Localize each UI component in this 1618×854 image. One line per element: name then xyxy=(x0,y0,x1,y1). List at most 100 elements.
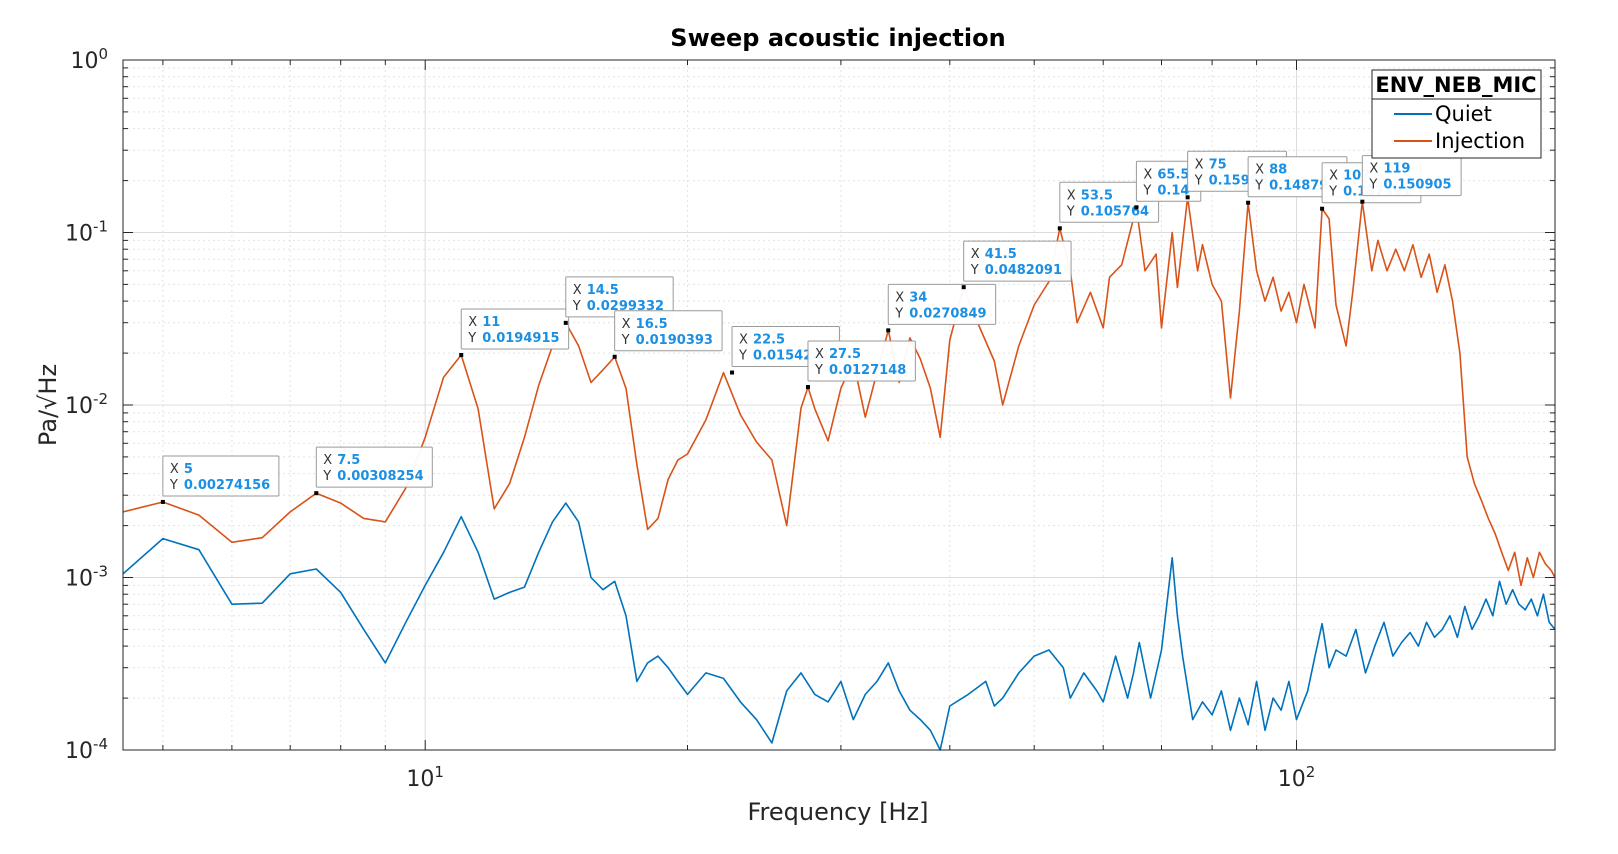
datatip-marker xyxy=(1360,199,1365,204)
datatip-x-label: X xyxy=(895,290,904,305)
datatip: X 53.5 Y 0.105764 xyxy=(1057,181,1160,231)
datatip-x-value: 7.5 xyxy=(337,453,360,468)
chart-title: Sweep acoustic injection xyxy=(670,24,1005,52)
datatip-y-value: 0.00308254 xyxy=(337,469,423,484)
datatip-y-value: 0.150905 xyxy=(1383,178,1451,193)
x-tick-label: 102 xyxy=(1278,763,1316,792)
datatip-x-value: 11 xyxy=(482,315,500,330)
datatip-marker xyxy=(1134,205,1139,210)
datatip-marker xyxy=(730,370,735,375)
datatip-y-label: Y xyxy=(572,299,581,314)
y-tick-label: 10-2 xyxy=(65,390,108,419)
datatip-marker xyxy=(563,320,568,325)
datatip: X 16.5 Y 0.0190393 xyxy=(612,310,723,359)
datatip-x-value: 75 xyxy=(1209,157,1227,172)
datatip-y-value: 0.0194915 xyxy=(482,331,559,346)
x-axis-label: Frequency [Hz] xyxy=(748,798,929,826)
datatip-y-value: 0.00274156 xyxy=(184,478,270,493)
datatip-x-label: X xyxy=(573,283,582,298)
datatip-x-label: X xyxy=(971,247,980,262)
datatip-x-label: X xyxy=(1195,157,1204,172)
datatip-x-label: X xyxy=(1255,163,1264,178)
datatip-x-value: 34 xyxy=(909,290,927,305)
datatip-x-value: 41.5 xyxy=(985,247,1017,262)
datatip-marker xyxy=(459,353,464,358)
datatip-x-label: X xyxy=(1329,169,1338,184)
datatip-y-value: 0.0190393 xyxy=(636,333,713,348)
datatip-x-label: X xyxy=(622,317,631,332)
datatip-marker xyxy=(1320,206,1325,211)
datatip-x-label: X xyxy=(739,333,748,348)
datatip-marker xyxy=(1185,195,1190,200)
datatip-x-value: 88 xyxy=(1269,163,1287,178)
datatip-y-value: 0.0299332 xyxy=(587,299,664,314)
datatip-marker xyxy=(1246,200,1251,205)
datatip-y-label: Y xyxy=(1368,178,1377,193)
y-tick-label: 10-4 xyxy=(65,735,108,764)
series-line-quiet xyxy=(122,502,1556,751)
datatip-box xyxy=(1059,181,1160,223)
y-tick-label: 10-1 xyxy=(65,218,108,247)
datatip-box xyxy=(162,455,280,497)
datatip: X 7.5 Y 0.00308254 xyxy=(314,446,433,496)
datatip-y-label: Y xyxy=(738,349,747,364)
datatip-y-value: 0.148791 xyxy=(1269,179,1337,194)
datatip-x-label: X xyxy=(1369,162,1378,177)
datatip-box xyxy=(807,340,916,382)
legend-label-injection: Injection xyxy=(1435,129,1525,153)
legend-label-quiet: Quiet xyxy=(1435,102,1492,126)
datatip-y-value: 0.14 xyxy=(1157,183,1189,198)
datatip-x-label: X xyxy=(815,347,824,362)
datatip: X 65.5 Y 0.14 xyxy=(1134,160,1202,210)
datatip-marker xyxy=(314,491,319,496)
datatip-y-label: Y xyxy=(467,331,476,346)
y-tick-labels: 100 10-1 10-2 10-3 10-4 xyxy=(65,45,108,764)
datatip-x-label: X xyxy=(323,453,332,468)
datatip-x-value: 53.5 xyxy=(1081,188,1113,203)
datatip-marker xyxy=(612,354,617,359)
datatip-y-value: 0.0482091 xyxy=(985,263,1062,278)
datatip: X 14.5 Y 0.0299332 xyxy=(563,276,674,325)
datatip-y-label: Y xyxy=(1194,173,1203,188)
datatip: X 11 Y 0.0194915 xyxy=(459,308,570,358)
datatip-box xyxy=(887,283,997,325)
datatip-y-label: Y xyxy=(970,263,979,278)
legend: ENV_NEB_MIC Quiet Injection xyxy=(1371,69,1542,159)
datatip-y-label: Y xyxy=(894,306,903,321)
datatip-y-label: Y xyxy=(1066,204,1075,219)
datatip-marker xyxy=(961,285,966,290)
datatip-box xyxy=(460,308,570,350)
datatip-box xyxy=(963,240,1072,282)
datatip-x-value: 14.5 xyxy=(587,283,619,298)
datatip-x-value: 16.5 xyxy=(636,317,668,332)
datatip-x-label: X xyxy=(1067,188,1076,203)
datatip-x-label: X xyxy=(170,462,179,477)
datatip-x-value: 22.5 xyxy=(753,333,785,348)
datatip: X 27.5 Y 0.0127148 xyxy=(805,340,916,390)
datatip-marker xyxy=(886,328,891,333)
y-tick-label: 100 xyxy=(70,45,108,74)
datatip-x-value: 5 xyxy=(184,462,193,477)
datatip-y-label: Y xyxy=(322,469,331,484)
datatip-y-label: Y xyxy=(169,478,178,493)
tick-marks xyxy=(123,60,1555,751)
datatip-y-label: Y xyxy=(621,333,630,348)
datatip: X 34 Y 0.0270849 xyxy=(886,283,997,333)
datatip-marker xyxy=(805,385,810,390)
y-tick-label: 10-3 xyxy=(65,563,108,592)
datatip-marker xyxy=(160,499,165,504)
datatip-x-value: 119 xyxy=(1383,162,1410,177)
datatip: X 41.5 Y 0.0482091 xyxy=(961,240,1072,290)
datatip-marker xyxy=(1057,226,1062,231)
datatip-x-label: X xyxy=(468,315,477,330)
datatip-y-label: Y xyxy=(1254,179,1263,194)
datatip-y-label: Y xyxy=(1328,185,1337,200)
datatip-y-value: 0.0270849 xyxy=(909,306,986,321)
datatip-y-label: Y xyxy=(1142,183,1151,198)
datatip-x-label: X xyxy=(1143,167,1152,182)
datatip-x-value: 27.5 xyxy=(829,347,861,362)
legend-title: ENV_NEB_MIC xyxy=(1375,73,1536,97)
